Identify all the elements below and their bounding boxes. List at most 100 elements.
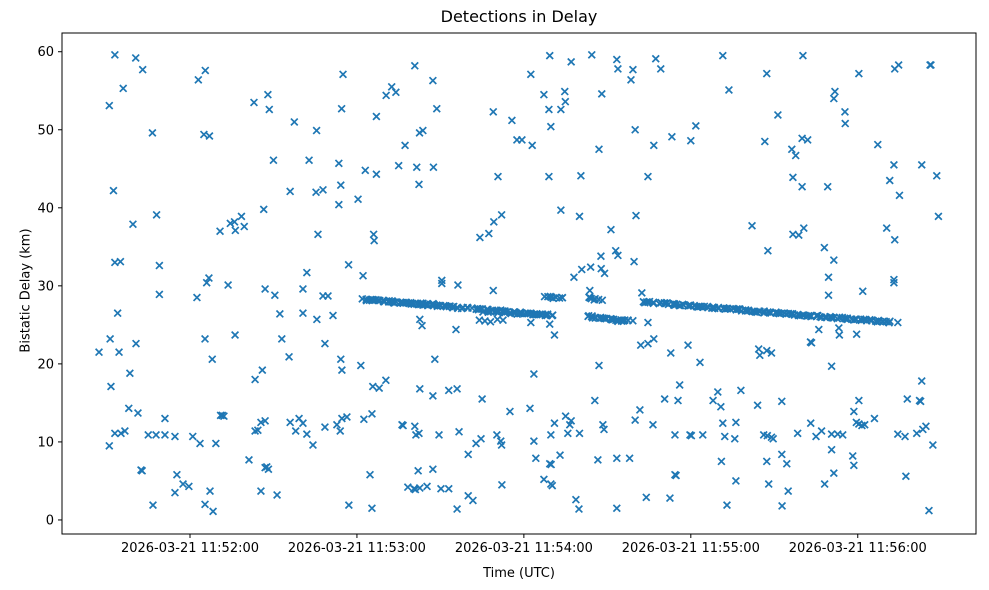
detection-marker	[567, 57, 576, 66]
detection-marker	[372, 170, 381, 179]
detection-marker	[716, 402, 725, 411]
detection-marker	[285, 352, 294, 361]
detection-marker	[829, 94, 838, 103]
detection-marker	[561, 97, 570, 106]
detection-marker	[344, 260, 353, 269]
detection-marker	[251, 426, 260, 435]
y-axis: 0 10 20 30 40 50 60	[37, 45, 62, 528]
detection-marker	[256, 487, 265, 496]
detection-marker	[612, 504, 621, 513]
detection-marker	[598, 296, 607, 305]
detection-marker	[412, 163, 421, 172]
detection-marker	[418, 126, 427, 135]
detection-marker	[261, 416, 270, 425]
detection-marker	[799, 224, 808, 233]
detection-marker	[590, 396, 599, 405]
detection-marker	[356, 361, 365, 370]
detection-marker	[854, 69, 863, 78]
detection-marker	[320, 423, 329, 432]
detection-marker	[116, 429, 125, 438]
detection-marker	[484, 229, 493, 238]
detection-marker	[926, 60, 935, 69]
detection-marker	[932, 171, 941, 180]
detection-marker	[807, 338, 816, 347]
detection-marker	[585, 286, 594, 295]
detection-marker	[889, 160, 898, 169]
detection-marker	[731, 476, 740, 485]
detection-marker	[829, 256, 838, 265]
detection-marker	[423, 482, 432, 491]
y-tick-label: 0	[46, 513, 54, 528]
x-tick-label: 2026-03-21 11:52:00	[121, 541, 259, 556]
detection-marker	[437, 276, 446, 285]
detection-marker	[556, 206, 565, 215]
detection-marker	[648, 420, 657, 429]
detection-marker	[526, 318, 535, 327]
detection-marker	[244, 455, 253, 464]
detection-marker	[437, 279, 446, 288]
detection-marker	[860, 420, 869, 429]
detection-marker	[436, 484, 445, 493]
detection-marker	[453, 281, 462, 290]
detection-marker	[328, 311, 338, 320]
detection-marker	[298, 309, 307, 318]
detection-marker	[372, 112, 381, 121]
detection-marker	[921, 422, 930, 431]
detection-marker	[428, 465, 437, 474]
detection-marker	[873, 140, 882, 149]
y-tick-label: 50	[37, 123, 54, 138]
detection-marker	[273, 490, 282, 499]
detection-marker	[834, 323, 843, 332]
y-tick-label: 10	[37, 435, 54, 450]
detection-marker	[270, 291, 279, 300]
detection-marker	[415, 315, 424, 324]
detection-marker	[686, 136, 695, 145]
detection-marker	[110, 429, 119, 438]
detection-marker	[411, 485, 420, 494]
detection-marker	[894, 60, 903, 69]
detection-marker	[762, 69, 771, 78]
x-tick-label: 2026-03-21 11:54:00	[455, 541, 593, 556]
detection-marker	[672, 471, 681, 480]
detection-marker	[670, 430, 679, 439]
detection-marker	[777, 450, 786, 459]
detection-marker	[718, 51, 727, 60]
detection-marker	[119, 84, 128, 93]
detection-marker	[767, 348, 776, 357]
detection-marker	[113, 309, 122, 318]
detection-marker	[840, 107, 849, 116]
detection-marker	[334, 159, 343, 168]
detection-marker	[849, 407, 858, 416]
detection-marker	[414, 180, 423, 189]
detection-marker	[548, 481, 557, 490]
detection-marker	[336, 181, 345, 190]
detection-marker	[870, 414, 879, 423]
detection-marker	[486, 317, 495, 326]
detection-marker	[778, 501, 787, 510]
detection-marker	[849, 315, 858, 324]
detection-marker	[124, 404, 133, 413]
detection-marker	[464, 450, 473, 459]
detection-marker	[594, 145, 603, 154]
detection-marker	[916, 397, 925, 406]
detection-marker	[237, 212, 246, 221]
detection-marker	[444, 386, 453, 395]
detection-marker	[367, 504, 376, 513]
detection-marker	[889, 275, 898, 284]
detection-marker	[453, 384, 462, 393]
detection-marker	[291, 426, 300, 435]
detection-marker	[160, 414, 169, 423]
detection-marker	[399, 421, 408, 430]
detection-marker	[497, 210, 506, 219]
y-tick-label: 40	[37, 201, 54, 216]
detection-marker	[541, 310, 550, 319]
detection-marker	[625, 454, 634, 463]
y-axis-label: Bistatic Delay (km)	[18, 228, 34, 353]
detection-marker	[893, 430, 902, 439]
detection-marker	[548, 311, 557, 320]
detection-marker	[251, 375, 260, 384]
detection-marker	[635, 405, 644, 414]
detection-marker	[817, 426, 826, 435]
detection-marker	[155, 290, 164, 299]
detection-marker	[722, 501, 731, 510]
